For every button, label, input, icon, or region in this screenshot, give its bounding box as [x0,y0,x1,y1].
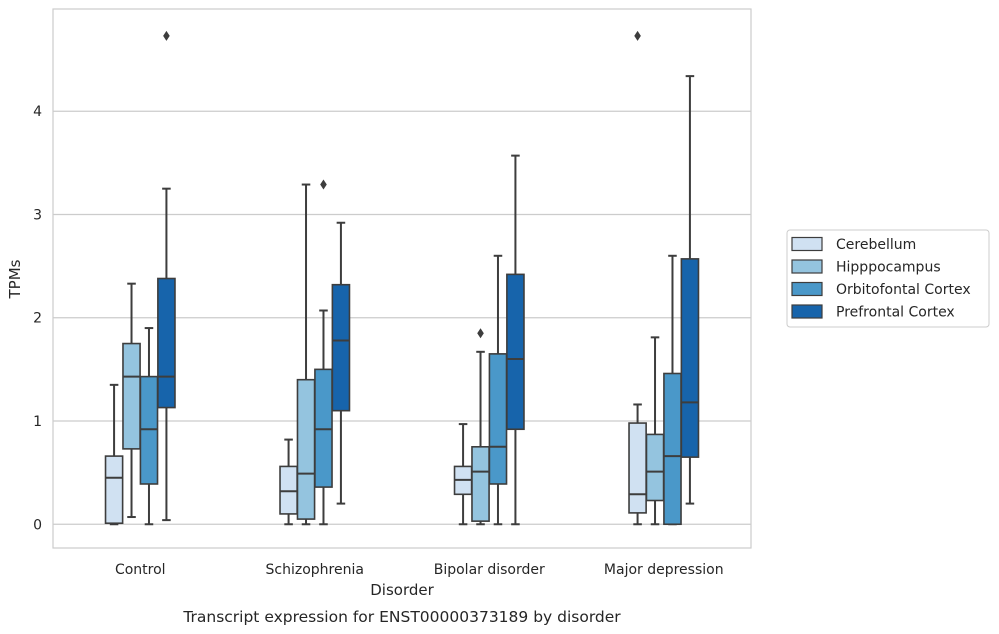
legend-swatch [791,304,823,319]
box [680,258,700,458]
box [122,342,141,450]
legend-swatch [791,259,823,274]
box-group [663,254,682,526]
box [296,378,316,520]
box-group [139,327,159,526]
x-tick-label: Control [115,562,166,578]
box-group [471,328,490,526]
legend-frame [786,229,990,328]
box [663,372,682,526]
x-tick-label: Schizophrenia [266,562,364,578]
x-tick-label: Bipolar disorder [434,562,545,578]
series-hipppocampus [122,183,665,526]
box [157,277,176,409]
legend-swatch [791,236,823,252]
y-tick-label: 1 [33,414,42,430]
legend-swatch [791,281,823,297]
legend-label: Cerebellum [836,237,916,253]
box [331,283,351,412]
box-group [488,254,508,526]
x-tick-label: Major depression [604,562,724,578]
chart-caption: Transcript expression for ENST0000037318… [182,608,621,626]
box-group [104,383,124,526]
series-orbitofontal-cortex [139,179,682,526]
outlier-marker [477,328,484,339]
x-axis-title: Disorder [370,581,434,599]
box-group [628,30,647,526]
box [488,353,508,485]
series-cerebellum [104,30,647,526]
y-tick-label: 3 [33,207,42,223]
box-group [296,183,316,526]
outlier-marker [634,30,641,41]
box-group [645,336,665,526]
box-group [314,179,333,526]
legend: Cerebellum Hipppocampus Orbitofontal Corte… [786,229,990,328]
box [139,375,159,485]
box-group [279,438,298,526]
legend-label: Orbitofontal Cortex [836,282,971,298]
y-tick-labels: 0 1 2 3 4 [33,104,42,533]
box-group [453,423,473,526]
box [314,368,333,488]
legend-label: Prefrontal Cortex [836,305,955,321]
box [279,465,298,515]
box [645,433,665,502]
plot-area-frame [52,8,752,549]
box [471,446,490,522]
outlier-marker [320,179,327,190]
series-prefrontal-cortex [157,30,700,526]
box-group [157,30,176,522]
y-tick-label: 2 [33,311,42,327]
box [104,455,124,525]
y-axis-title: TPMs [6,259,24,299]
box [628,422,647,514]
y-tick-label: 0 [33,517,42,533]
legend-label: Hipppocampus [836,260,941,276]
box-group [506,154,525,526]
box-group [680,75,700,505]
x-tick-labels: Control Schizophrenia Bipolar disorder Majo… [115,562,724,578]
outlier-marker [163,30,170,41]
box [506,273,525,431]
box-group [331,221,351,505]
box-group [122,282,141,519]
y-tick-label: 4 [33,104,42,120]
box-series-layer [104,30,700,526]
